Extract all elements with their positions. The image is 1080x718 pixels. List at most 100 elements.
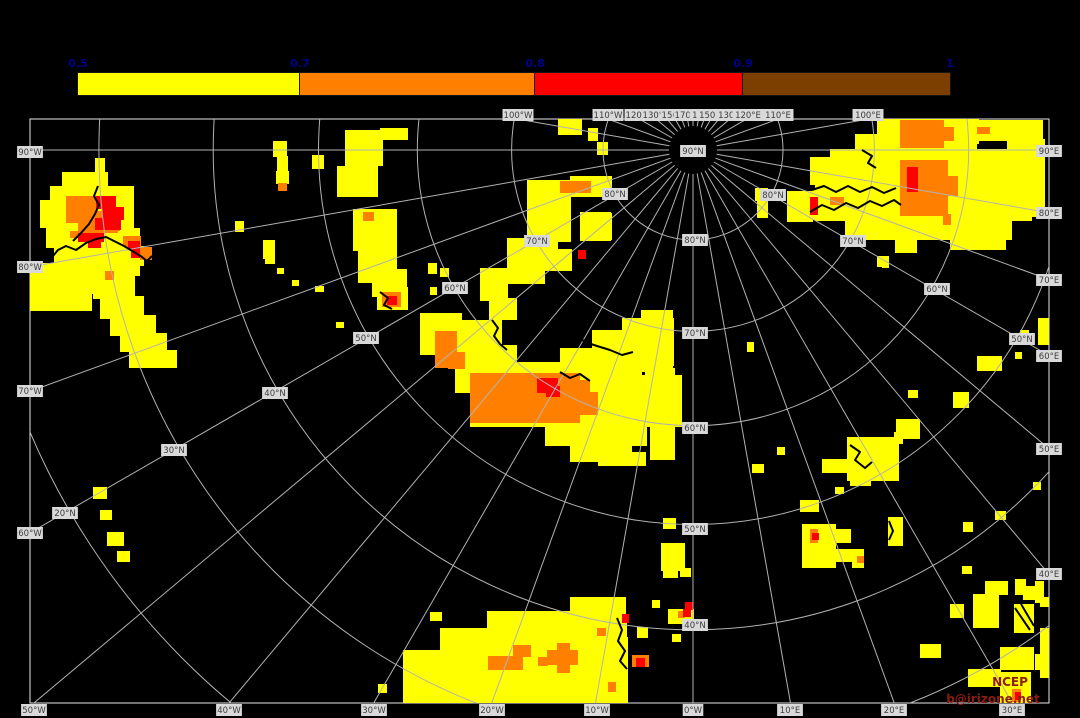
graticule-label-text: 130°W bbox=[643, 111, 672, 121]
probability-cell bbox=[353, 209, 397, 251]
graticule-label-box bbox=[682, 422, 708, 434]
probability-cell bbox=[977, 356, 1002, 371]
meridian-line bbox=[713, 161, 1049, 357]
probability-cell bbox=[1033, 482, 1041, 490]
graticule-label: 60°N bbox=[442, 282, 468, 294]
graticule-label-text: 110°W bbox=[594, 111, 623, 121]
probability-cell bbox=[543, 249, 572, 271]
probability-cell bbox=[850, 477, 871, 486]
probability-cell bbox=[336, 322, 344, 328]
probability-cell bbox=[641, 310, 673, 372]
graticule-label: 100°W bbox=[502, 109, 534, 121]
probability-cell bbox=[680, 568, 691, 577]
graticule-label: 40°N bbox=[682, 619, 708, 631]
probability-cell bbox=[1000, 150, 1045, 216]
graticule-label: 30°N bbox=[161, 444, 187, 456]
graticule-label-text: 130°E bbox=[718, 111, 744, 121]
graticule-label-text: 60°W bbox=[18, 529, 42, 539]
graticule-label: 50°N bbox=[353, 332, 379, 344]
graticule-label-box bbox=[760, 189, 786, 201]
meridian-line bbox=[373, 170, 682, 703]
graticule-label-text: 120°E bbox=[735, 111, 761, 121]
probability-cell bbox=[1038, 318, 1049, 345]
graticule-label: 40°E bbox=[1036, 568, 1062, 580]
probability-cell bbox=[1015, 692, 1021, 700]
probability-cell bbox=[380, 128, 408, 140]
graticule-label: 10°E bbox=[777, 704, 803, 716]
graticule-label: 20°N bbox=[52, 507, 78, 519]
probability-cell bbox=[943, 214, 951, 225]
colorbar-tick: 0.8 bbox=[525, 57, 545, 70]
graticule-label-text: 10°W bbox=[585, 706, 609, 716]
graticule-label: 80°E bbox=[1036, 207, 1062, 219]
graticule-label-box bbox=[924, 283, 950, 295]
coastline bbox=[1014, 607, 1031, 631]
probability-cell bbox=[835, 529, 851, 543]
probability-cell bbox=[560, 181, 591, 193]
coastline bbox=[491, 319, 508, 351]
graticule-label: 20°W bbox=[479, 704, 505, 716]
probability-cell bbox=[513, 645, 531, 657]
graticule-label-text: 30°E bbox=[1002, 706, 1022, 716]
coastline bbox=[47, 236, 153, 263]
colorbar-tick: 1 bbox=[946, 57, 954, 70]
graticule-label-box bbox=[479, 704, 505, 716]
graticule-label-box bbox=[1036, 568, 1062, 580]
graticule-label-text: 120°W bbox=[626, 111, 655, 121]
graticule-label: 50°E bbox=[1036, 443, 1062, 455]
meridian-line bbox=[594, 173, 690, 703]
graticule-label-box bbox=[777, 704, 803, 716]
graticule-label-box bbox=[17, 385, 43, 397]
graticule-label: 30°W bbox=[361, 704, 387, 716]
probability-cell bbox=[668, 395, 680, 409]
graticule-label-box bbox=[17, 261, 43, 273]
probability-cell bbox=[480, 268, 508, 301]
probability-cell bbox=[608, 682, 616, 692]
probability-cell bbox=[1040, 628, 1049, 678]
graticule-label-text: 40°N bbox=[264, 389, 285, 399]
meridian-line bbox=[33, 165, 675, 703]
probability-cell bbox=[685, 602, 693, 610]
colorbar-tick: 0.5 bbox=[68, 57, 88, 70]
coastline bbox=[379, 291, 393, 310]
graticule-label-box bbox=[1036, 145, 1062, 157]
graticule-label-text: 70°N bbox=[842, 237, 863, 247]
graticule-label-text: 90°W bbox=[18, 148, 42, 158]
probability-cell bbox=[1023, 586, 1036, 600]
colorbar-segment bbox=[742, 72, 951, 96]
probability-cell bbox=[985, 581, 1008, 595]
probability-cell bbox=[777, 447, 785, 455]
probability-cell bbox=[129, 350, 177, 368]
graticule-label-box bbox=[592, 109, 624, 121]
watermark-source: NCEP bbox=[992, 675, 1028, 689]
graticule-label-text: 70°W bbox=[18, 387, 42, 397]
meridian-line bbox=[708, 168, 1049, 576]
graticule-label-text: 50°N bbox=[684, 525, 705, 535]
colorbar-tick: 0.7 bbox=[290, 57, 310, 70]
probability-cell bbox=[588, 128, 598, 141]
colorbar-tick: 0.9 bbox=[733, 57, 753, 70]
probability-cell bbox=[907, 167, 918, 192]
probability-cell bbox=[273, 141, 287, 157]
probability-cell bbox=[1014, 604, 1034, 633]
probability-cell bbox=[597, 628, 606, 636]
graticule-label: 90°W bbox=[17, 146, 43, 158]
graticule-label: 50°N bbox=[682, 523, 708, 535]
meridian-line bbox=[681, 119, 686, 128]
coastline bbox=[559, 371, 591, 382]
graticule-label-box bbox=[682, 523, 708, 535]
graticule-label-box bbox=[881, 704, 907, 716]
probability-cell bbox=[62, 172, 108, 188]
graticule-label: 100°E bbox=[852, 109, 884, 121]
graticule-label-text: 50°N bbox=[355, 334, 376, 344]
graticule-label-box bbox=[852, 109, 884, 121]
graticule-label: 80°N bbox=[682, 234, 708, 246]
graticule-label-box bbox=[442, 282, 468, 294]
graticule-label-text: 20°N bbox=[54, 509, 75, 519]
graticule-label-box bbox=[502, 109, 534, 121]
meridian-line bbox=[716, 153, 1049, 214]
coastline bbox=[888, 520, 894, 541]
probability-cell bbox=[278, 183, 287, 191]
graticule-label: 60°N bbox=[924, 283, 950, 295]
meridian-line bbox=[228, 168, 678, 703]
